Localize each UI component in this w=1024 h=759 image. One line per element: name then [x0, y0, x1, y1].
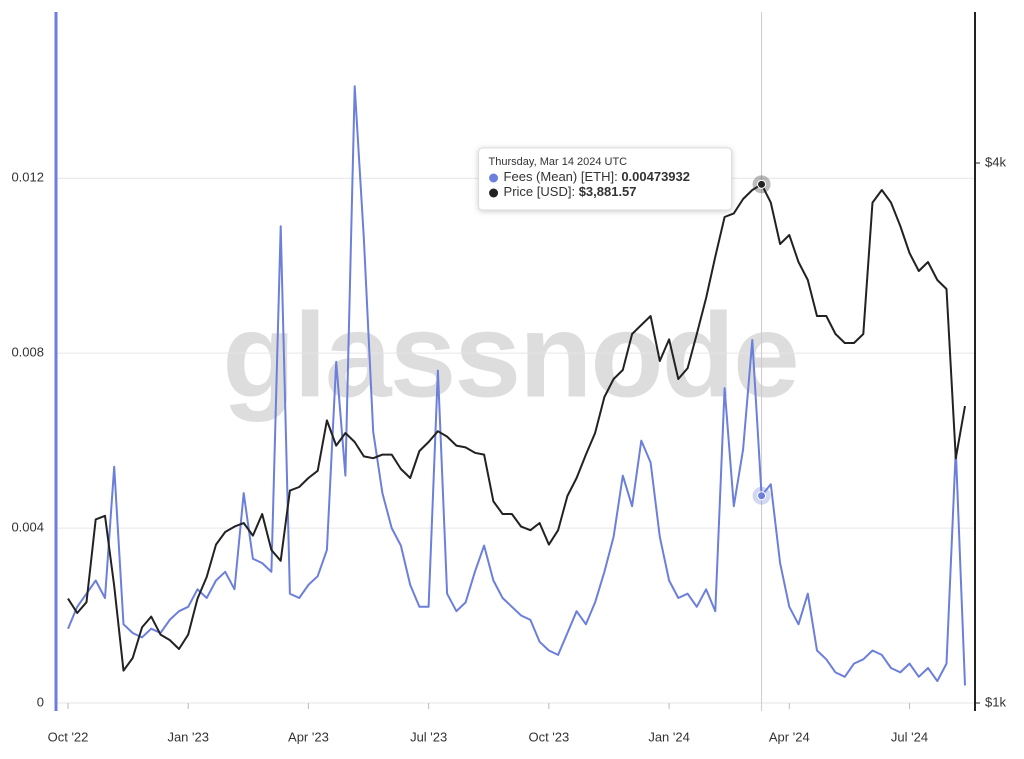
series-line [67, 183, 966, 672]
tooltip-row: Fees (Mean) [ETH]: 0.00473932 [504, 169, 690, 184]
x-tick-label: Oct '22 [48, 729, 89, 744]
series-line [67, 85, 966, 686]
x-tick-label: Apr '24 [769, 729, 810, 744]
y2-tick-label: $4k [985, 154, 1006, 169]
tooltip-dot [489, 188, 499, 198]
tooltip-sep: : [571, 184, 578, 199]
x-tick-label: Jan '24 [648, 729, 690, 744]
tooltip-row: Price [USD]: $3,881.57 [504, 184, 637, 199]
tooltip-value: 0.00473932 [621, 169, 690, 184]
tooltip-sep: : [614, 169, 621, 184]
tooltip-title: Thursday, Mar 14 2024 UTC [489, 156, 628, 168]
tooltip-box [478, 147, 733, 211]
y-tick-label: 0.004 [11, 520, 44, 535]
y-tick-label: 0.008 [11, 345, 44, 360]
y-tick-label: 0 [37, 694, 44, 709]
tooltip-name: Price [USD] [504, 184, 572, 199]
x-tick-label: Jan '23 [167, 729, 209, 744]
y2-tick-label: $1k [985, 694, 1006, 709]
x-tick-label: Apr '23 [288, 729, 329, 744]
x-tick-label: Jul '24 [891, 729, 928, 744]
tooltip-name: Fees (Mean) [ETH] [504, 169, 615, 184]
hover-point [757, 491, 767, 501]
x-tick-label: Jul '23 [410, 729, 447, 744]
y-tick-label: 0.012 [11, 170, 44, 185]
tooltip-value: $3,881.57 [579, 184, 637, 199]
tooltip-dot [489, 173, 499, 183]
x-tick-label: Oct '23 [528, 729, 569, 744]
hover-point [757, 179, 767, 189]
watermark: glassnode [222, 289, 798, 423]
